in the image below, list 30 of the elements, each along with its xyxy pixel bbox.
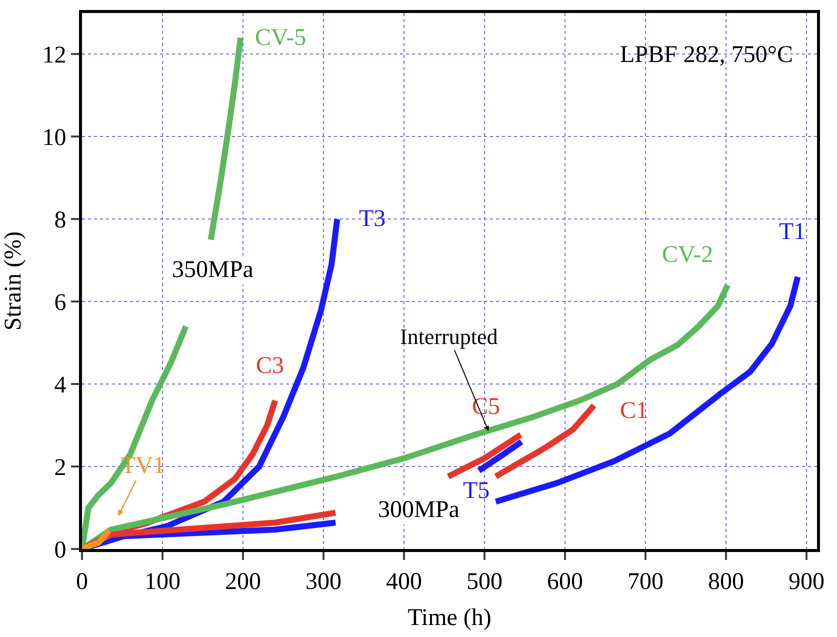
x-tick-label: 200 <box>225 568 262 595</box>
series-label: T1 <box>779 219 806 245</box>
x-tick-label: 900 <box>788 568 825 595</box>
x-axis-title: Time (h) <box>408 605 492 632</box>
y-tick-label: 6 <box>54 290 66 316</box>
x-tick-label: 700 <box>628 568 664 595</box>
x-tick-label: 400 <box>386 568 422 595</box>
series-label: T5 <box>463 478 490 504</box>
annotation: 300MPa <box>378 497 460 523</box>
annotation: 350MPa <box>172 257 254 283</box>
x-tick-label: 100 <box>144 568 180 595</box>
x-tick-label: 800 <box>708 568 744 595</box>
y-tick-label: 0 <box>54 537 66 564</box>
y-tick-label: 8 <box>54 208 66 234</box>
series-label: C3 <box>256 353 284 379</box>
series-label: C1 <box>620 398 648 424</box>
x-tick-label: 500 <box>466 568 503 595</box>
y-tick-label: 12 <box>42 42 66 69</box>
y-tick-label: 4 <box>54 372 66 398</box>
annotation: Interrupted <box>400 324 498 349</box>
series-label: T3 <box>359 206 386 232</box>
y-tick-label: 10 <box>42 125 66 152</box>
x-tick-label: 0 <box>76 568 88 595</box>
y-axis-title: Strain (%) <box>0 231 26 331</box>
annotation: LPBF 282, 750°C <box>620 42 793 68</box>
y-tick-label: 2 <box>54 454 66 481</box>
series-label: CV-5 <box>255 25 306 51</box>
x-tick-label: 600 <box>547 568 584 595</box>
series-label: CV-2 <box>662 242 714 268</box>
x-tick-label: 300 <box>306 568 342 595</box>
